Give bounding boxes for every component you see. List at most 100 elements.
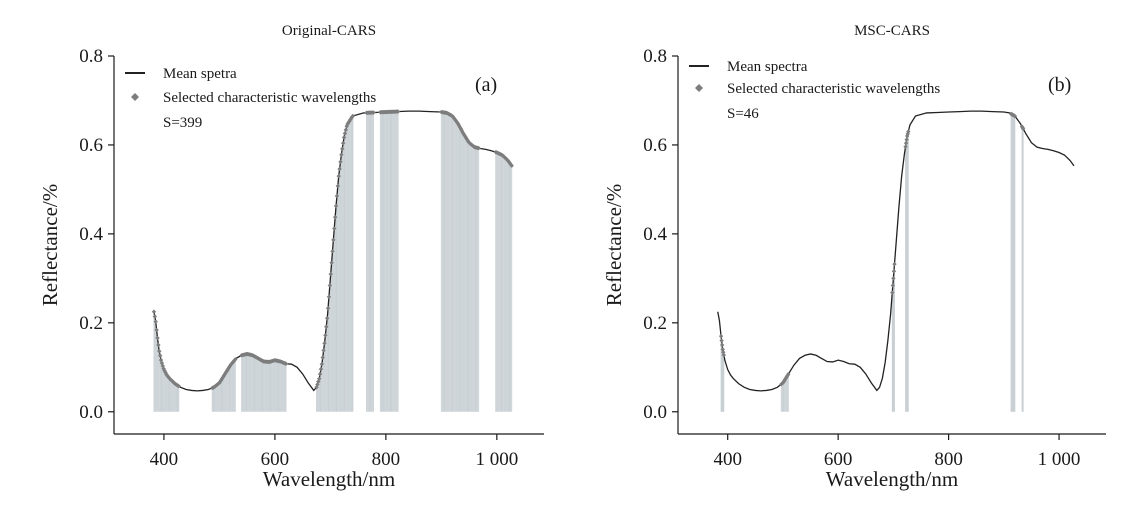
selected-wavelength-marker: [233, 357, 238, 362]
selection-count-label: S=46: [727, 106, 759, 122]
selected-wavelength-marker: [152, 314, 158, 319]
selected-wavelength-marker: [1020, 126, 1026, 131]
selected-wavelength-marker: [321, 348, 326, 353]
selection-count-label: S=399: [163, 115, 202, 131]
y-axis-label: Reflectance/%: [602, 184, 626, 306]
selected-wavelength-marker: [324, 316, 330, 321]
selected-wavelength-marker: [154, 327, 159, 333]
x-axis-ticks: 400 600 800 1 000: [150, 434, 518, 470]
selected-wavelength-marker: [157, 348, 162, 354]
selected-wavelength-marker: [155, 335, 160, 341]
legend: Mean spectra Selected characteristic wav…: [689, 59, 940, 122]
selected-wavelength-marker: [345, 121, 350, 127]
selected-wavelength-marker: [339, 152, 344, 157]
panel-msc-cars: MSC-CARS 0.00.20.40.60.8 400 600 800 1 000 …: [602, 23, 1106, 491]
x-tick-label: 800: [934, 449, 963, 470]
selected-wavelength-markers: [151, 109, 514, 391]
y-axis-ticks: 0.0 0.2 0.4 0.6 0.8: [643, 46, 678, 423]
y-tick-label: 0.8: [643, 46, 667, 67]
selected-wavelength-marker: [906, 129, 911, 134]
selected-wavelength-marker: [720, 347, 725, 352]
selected-wavelength-marker: [476, 145, 481, 151]
chart-title: Original-CARS: [282, 23, 376, 39]
selected-wavelength-marker: [335, 183, 341, 189]
x-tick-label: 400: [713, 449, 742, 470]
selected-wavelength-marker: [327, 283, 333, 288]
y-tick-label: 0.2: [79, 313, 103, 334]
y-tick-label: 0.0: [643, 402, 667, 423]
selected-wavelength-marker: [324, 324, 329, 329]
selected-wavelength-marker: [337, 166, 342, 172]
selected-wavelength-marker: [338, 159, 343, 165]
selected-wavelength-marker: [331, 237, 336, 243]
selected-wavelength-marker: [464, 135, 469, 141]
selected-wavelength-marker: [395, 109, 401, 114]
y-axis-ticks: 0.0 0.2 0.4 0.6 0.8: [79, 46, 114, 423]
selected-wavelength-marker: [342, 131, 348, 136]
selected-wavelength-marker: [903, 140, 909, 146]
legend-marker-label: Selected characteristic wavelengths: [163, 90, 376, 106]
selected-wavelength-marker: [343, 127, 349, 133]
chart-title: MSC-CARS: [854, 23, 930, 39]
selected-wavelength-marker: [332, 214, 338, 220]
selected-wavelength-marker: [890, 283, 896, 288]
selected-wavelength-marker: [781, 379, 787, 384]
y-tick-label: 0.4: [79, 224, 103, 245]
selected-wavelength-marker: [156, 342, 161, 348]
legend-diamond-marker: [131, 93, 139, 101]
y-tick-label: 0.6: [79, 135, 103, 156]
y-tick-label: 0.0: [79, 402, 103, 423]
legend-line-label: Mean spetra: [163, 66, 237, 82]
selected-wavelength-marker: [316, 376, 322, 381]
legend: Mean spetra Selected characteristic wave…: [125, 66, 376, 131]
selected-wavelength-marker: [157, 353, 163, 358]
selected-wavelength-marker: [903, 144, 908, 149]
selected-wavelength-marker: [904, 137, 909, 142]
selected-wavelength-marker: [325, 306, 331, 311]
selected-wavelength-marker: [786, 371, 791, 377]
selected-wavelength-marker: [721, 350, 726, 355]
selected-wavelength-marker: [719, 338, 724, 343]
selected-wavelength-marker: [319, 361, 325, 367]
selected-wavelength-marker: [318, 366, 324, 372]
selected-wavelength-marker: [317, 371, 323, 377]
x-tick-label: 800: [372, 449, 401, 470]
y-tick-label: 0.2: [643, 313, 667, 334]
selected-wavelength-marker: [151, 309, 157, 314]
selected-wavelength-marker: [904, 133, 910, 139]
selected-wavelength-marker: [340, 140, 346, 146]
selected-wavelength-marker: [891, 276, 896, 281]
panel-tag: (a): [475, 74, 497, 96]
selected-wavelength-marker: [221, 373, 226, 379]
selected-wavelength-marker: [780, 380, 786, 385]
x-axis-label: Wavelength/nm: [826, 467, 958, 491]
selected-wavelength-marker: [721, 352, 727, 358]
legend-line-label: Mean spectra: [727, 59, 808, 75]
mean-spectrum-line: [717, 110, 1075, 392]
mean-spectrum-path: [717, 110, 1075, 392]
selected-wavelength-marker: [346, 120, 351, 125]
x-axis-ticks: 400 600 800 1 000: [713, 434, 1080, 470]
selected-wavelength-lines: [720, 113, 1024, 412]
selected-wavelength-marker: [371, 110, 376, 115]
panel-tag: (b): [1048, 74, 1071, 96]
selected-wavelength-marker: [892, 261, 897, 267]
selected-wavelength-marker: [159, 360, 165, 366]
y-tick-label: 0.8: [79, 46, 103, 67]
selected-wavelength-marker: [1012, 113, 1018, 119]
x-tick-label: 1 000: [475, 449, 518, 470]
y-tick-label: 0.4: [643, 224, 667, 245]
x-tick-label: 600: [261, 449, 290, 470]
selected-wavelength-marker: [341, 135, 347, 140]
selected-wavelength-marker: [225, 366, 231, 372]
selected-wavelength-marker: [462, 133, 467, 138]
selected-wavelength-marker: [340, 146, 345, 152]
selected-wavelength-marker: [217, 380, 222, 386]
selected-wavelength-marker: [719, 342, 725, 348]
selected-wavelength-lines: [153, 111, 513, 412]
selected-wavelength-marker: [465, 138, 471, 144]
selected-wavelength-marker: [890, 290, 895, 295]
selected-wavelength-marker: [336, 173, 341, 179]
legend-diamond-marker: [695, 84, 703, 92]
